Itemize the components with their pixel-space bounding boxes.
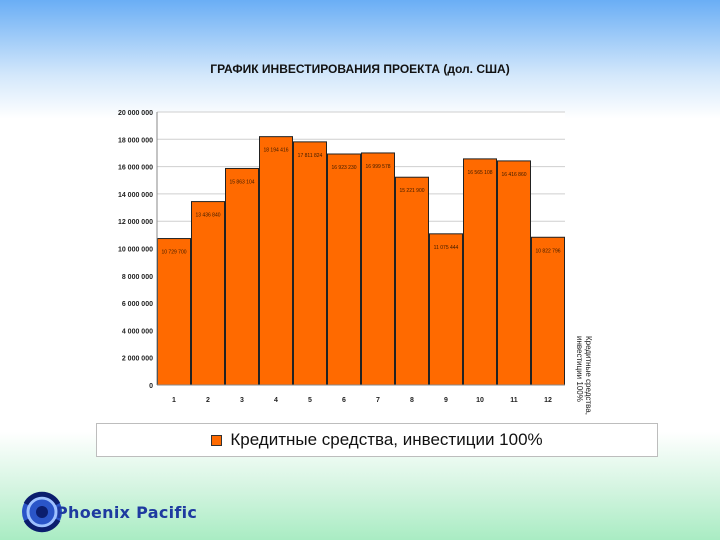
y-tick-label: 16 000 000 [118, 165, 153, 172]
bar-data-label: 16 565 108 [467, 170, 492, 176]
y-tick-label: 0 [149, 383, 153, 390]
bar [327, 153, 361, 386]
bar [531, 236, 565, 386]
y-tick-label: 14 000 000 [118, 192, 153, 199]
x-tick-label: 12 [544, 397, 552, 404]
bar-data-label: 16 416 860 [501, 172, 526, 178]
bar-data-label: 16 923 230 [331, 165, 356, 171]
y-tick-label: 8 000 000 [122, 274, 153, 281]
y-tick-label: 18 000 000 [118, 137, 153, 144]
bar [497, 160, 531, 386]
x-tick-label: 7 [376, 397, 380, 404]
brand: Phoenix Pacific [18, 487, 197, 537]
x-tick-label: 1 [172, 397, 176, 404]
side-legend-label: Кредитные средства,инвестиции 100% [575, 336, 593, 415]
x-tick-label: 4 [274, 397, 278, 404]
bar [395, 176, 429, 386]
bar [157, 238, 191, 386]
brand-name: Phoenix Pacific [56, 502, 198, 522]
y-tick-label: 4 000 000 [122, 328, 153, 335]
y-tick-label: 20 000 000 [118, 110, 153, 117]
bar-data-label: 11 075 444 [434, 245, 459, 251]
x-tick-label: 11 [510, 397, 518, 404]
bar-data-label: 18 194 416 [263, 148, 288, 154]
phoenix-globe-logo-icon [22, 491, 62, 533]
legend: Кредитные средства, инвестиции 100% [96, 423, 658, 457]
y-tick-label: 2 000 000 [122, 356, 153, 363]
x-tick-label: 8 [410, 397, 414, 404]
x-tick-label: 3 [240, 397, 244, 404]
bar [293, 141, 327, 386]
bar [429, 233, 463, 386]
bar-data-label: 10 729 700 [161, 250, 186, 256]
x-tick-label: 9 [444, 397, 448, 404]
chart-title: ГРАФИК ИНВЕСТИРОВАНИЯ ПРОЕКТА (дол. США) [210, 62, 509, 76]
bar-data-label: 17 811 824 [298, 153, 323, 159]
bar [463, 158, 497, 386]
bar-data-label: 13 436 840 [195, 213, 220, 219]
x-tick-label: 2 [206, 397, 210, 404]
x-tick-label: 6 [342, 397, 346, 404]
bar-data-label: 16 999 578 [365, 164, 390, 170]
x-tick-label: 5 [308, 397, 312, 404]
legend-swatch [211, 434, 223, 446]
bar [361, 152, 395, 386]
bar-data-label: 15 221 900 [399, 188, 424, 194]
bar [225, 167, 259, 386]
chart: ГРАФИК ИНВЕСТИРОВАНИЯ ПРОЕКТА (дол. США)… [118, 62, 593, 415]
y-tick-label: 10 000 000 [118, 247, 153, 254]
bar-data-label: 10 822 796 [535, 248, 560, 254]
x-tick-label: 10 [476, 397, 484, 404]
y-tick-label: 6 000 000 [122, 301, 153, 308]
legend-label: Кредитные средства, инвестиции 100% [230, 430, 543, 449]
bar-data-label: 15 863 104 [229, 179, 254, 185]
y-tick-label: 12 000 000 [118, 219, 153, 226]
bar [191, 201, 225, 386]
bar [259, 136, 293, 386]
